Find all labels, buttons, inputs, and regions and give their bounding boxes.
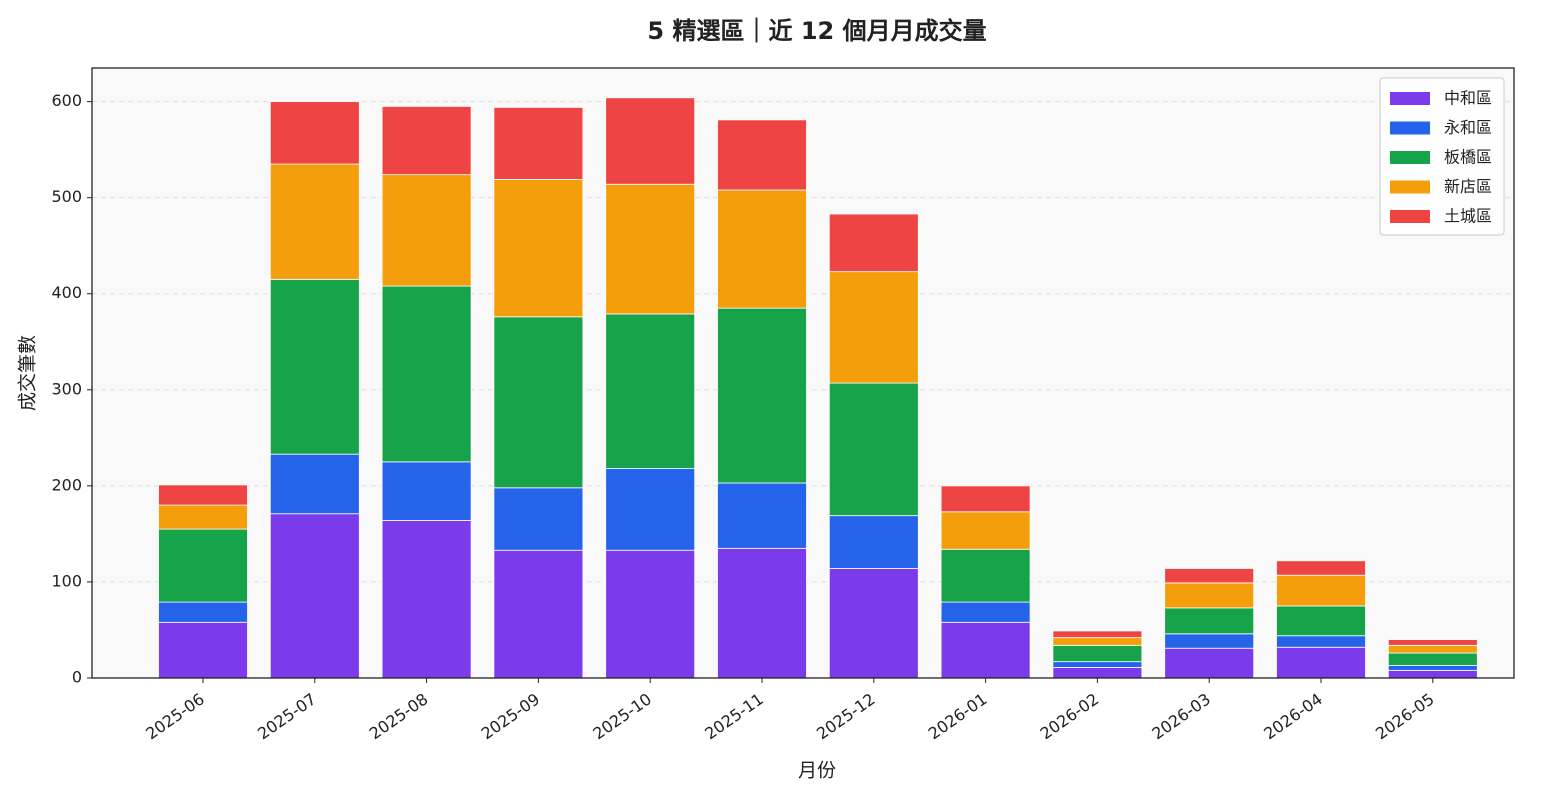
bar-segment	[269, 278, 360, 455]
y-tick-label: 100	[51, 571, 82, 590]
legend-label: 土城區	[1444, 207, 1492, 226]
bar-segment	[493, 106, 584, 180]
bar-segment	[1052, 630, 1143, 639]
bar-segment	[158, 621, 248, 679]
bar-segment	[940, 548, 1031, 603]
bar-segment	[493, 316, 584, 489]
bar-segment	[828, 271, 919, 384]
bar-segment	[158, 484, 248, 506]
legend-swatch	[1390, 210, 1430, 223]
bar-segment	[940, 621, 1031, 679]
bar-segment	[1164, 582, 1255, 609]
bar-segment	[269, 163, 360, 280]
bar-segment	[1052, 667, 1143, 679]
bar-segment	[1276, 560, 1366, 576]
legend-label: 永和區	[1444, 118, 1492, 137]
bar-segment	[1276, 646, 1366, 679]
bar-segment	[493, 179, 584, 318]
legend-swatch	[1390, 180, 1430, 194]
bar-segment	[381, 106, 472, 176]
bar-segment	[1164, 647, 1255, 679]
legend-swatch	[1390, 121, 1430, 135]
bar-segment	[717, 547, 807, 679]
bar-segment	[1387, 639, 1478, 646]
bar-segment	[1052, 637, 1143, 646]
x-tick-label: 2025-12	[813, 689, 879, 743]
bar-segment	[1276, 574, 1366, 607]
bar-segment	[158, 601, 248, 623]
bar-segment	[1164, 607, 1255, 635]
bar-segment	[1387, 665, 1478, 671]
bar-segment	[605, 183, 696, 315]
bar-segment	[1164, 633, 1255, 649]
legend-swatch	[1390, 92, 1430, 105]
bar-segment	[1387, 644, 1478, 654]
bar-segment	[717, 189, 807, 309]
y-tick-label: 500	[51, 187, 82, 206]
legend-label: 中和區	[1444, 89, 1492, 108]
x-tick-label: 2025-10	[589, 689, 655, 743]
bar-segment	[1387, 652, 1478, 666]
bar-segment	[158, 504, 248, 530]
bar-segment	[605, 468, 696, 551]
bar-segment	[940, 601, 1031, 623]
legend-swatch	[1390, 151, 1430, 164]
y-axis-label: 成交筆數	[17, 335, 39, 411]
x-tick-label: 2026-03	[1148, 689, 1214, 743]
bar-segment	[158, 528, 248, 603]
bar-segment	[605, 97, 696, 185]
legend-label: 新店區	[1444, 177, 1492, 196]
bar-segment	[1052, 644, 1143, 663]
bar-segment	[828, 515, 919, 569]
x-tick-label: 2026-05	[1372, 689, 1438, 743]
y-tick-label: 400	[51, 283, 82, 302]
legend-label: 板橋區	[1444, 148, 1492, 167]
bar-segment	[1387, 669, 1478, 679]
x-tick-label: 2026-01	[925, 689, 991, 743]
bar-segment	[828, 382, 919, 517]
y-tick-label: 200	[51, 475, 82, 494]
x-tick-label: 2025-06	[142, 689, 208, 743]
bar-segment	[717, 119, 807, 191]
bar-segment	[828, 568, 919, 679]
y-tick-label: 600	[51, 91, 82, 110]
bar-segment	[269, 513, 360, 679]
bar-segment	[940, 485, 1031, 513]
chart-title: 5 精選區｜近 12 個月月成交量	[647, 17, 986, 45]
bar-segment	[717, 482, 807, 549]
legend-frame	[1379, 77, 1505, 236]
bar-segment	[1052, 661, 1143, 668]
y-tick-label: 0	[72, 668, 82, 687]
bar-segment	[1276, 605, 1366, 637]
x-tick-label: 2025-08	[366, 689, 432, 743]
bar-segment	[269, 101, 360, 165]
bar-segment	[381, 520, 472, 679]
bar-segment	[605, 549, 696, 679]
bars	[158, 97, 1478, 679]
bar-segment	[381, 461, 472, 521]
bar-segment	[1164, 568, 1255, 584]
plot-frame	[91, 67, 1515, 679]
y-tick-label: 300	[51, 379, 82, 398]
bar-segment	[940, 511, 1031, 550]
bar-segment	[605, 313, 696, 469]
x-tick-label: 2025-11	[701, 689, 767, 743]
bar-segment	[717, 307, 807, 484]
bar-segment	[828, 213, 919, 273]
x-tick-label: 2025-09	[478, 689, 544, 743]
bar-segment	[1276, 635, 1366, 648]
x-tick-label: 2026-02	[1037, 689, 1103, 743]
bar-segment	[381, 174, 472, 287]
x-tick-label: 2025-07	[254, 689, 320, 743]
x-axis-label: 月份	[798, 760, 836, 782]
bar-segment	[381, 285, 472, 463]
bar-segment	[493, 487, 584, 551]
x-tick-label: 2026-04	[1260, 689, 1326, 743]
bar-segment	[269, 453, 360, 515]
bar-segment	[493, 549, 584, 679]
